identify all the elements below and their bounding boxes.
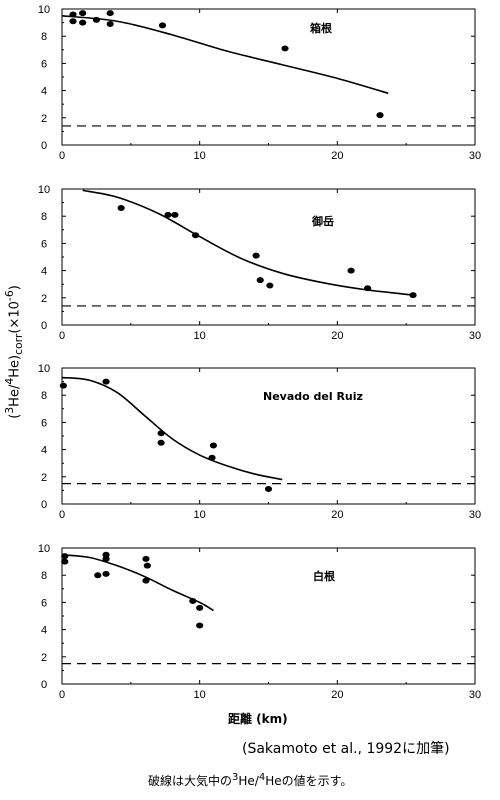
y-tick-label: 0 — [41, 499, 47, 511]
y-tick-label: 4 — [41, 266, 47, 278]
y-tick-label: 4 — [41, 445, 47, 457]
data-point — [79, 19, 87, 26]
x-axis-label: 距離 (km) — [228, 712, 288, 726]
data-point — [164, 211, 172, 218]
data-point — [106, 20, 114, 27]
y-tick-label: 10 — [38, 363, 50, 375]
x-tick-label: 30 — [469, 509, 481, 521]
data-point — [92, 16, 101, 23]
data-point — [347, 267, 355, 274]
data-point — [142, 577, 150, 584]
x-tick-label: 30 — [469, 689, 481, 701]
panel-label: 箱根 — [310, 21, 333, 35]
data-point — [117, 205, 125, 212]
x-tick-label: 0 — [59, 689, 65, 701]
x-tick-label: 10 — [194, 689, 206, 701]
data-point — [252, 252, 260, 259]
y-tick-label: 8 — [41, 211, 47, 223]
data-point — [196, 604, 204, 611]
y-tick-label: 2 — [41, 293, 47, 305]
data-point — [191, 232, 200, 239]
data-point — [143, 562, 151, 569]
x-tick-label: 10 — [194, 150, 206, 162]
plot-frame — [61, 8, 476, 146]
data-point — [79, 10, 87, 17]
data-point — [102, 555, 110, 562]
data-point — [409, 292, 417, 299]
y-tick-label: 6 — [41, 417, 47, 429]
data-point — [209, 442, 218, 449]
y-tick-label: 0 — [41, 679, 47, 691]
y-tick-label: 4 — [41, 625, 47, 637]
data-point — [171, 211, 179, 218]
data-point — [189, 598, 197, 605]
data-point — [69, 11, 77, 18]
data-point — [208, 454, 216, 461]
data-point — [102, 570, 110, 577]
x-tick-label: 30 — [469, 330, 481, 342]
y-tick-label: 8 — [41, 31, 47, 43]
x-tick-label: 10 — [194, 509, 206, 521]
x-tick-label: 30 — [469, 150, 481, 162]
data-point — [196, 622, 204, 629]
y-tick-label: 8 — [41, 390, 47, 402]
data-point — [59, 382, 67, 389]
y-tick-label: 0 — [41, 140, 47, 152]
data-point — [158, 22, 167, 29]
x-tick-label: 20 — [331, 150, 343, 162]
panel-label: 白根 — [313, 569, 336, 583]
data-point — [157, 430, 165, 437]
x-tick-label: 0 — [59, 509, 65, 521]
y-tick-label: 10 — [38, 4, 50, 16]
data-point — [266, 282, 274, 289]
y-tick-label: 6 — [41, 238, 47, 250]
fit-curve — [82, 189, 414, 296]
fit-curve — [61, 15, 389, 95]
source-credit: (Sakamoto et al., 1992に加筆) — [242, 741, 450, 757]
data-point — [256, 277, 264, 284]
figure-caption: 破線は大気中の3He/4Heの値を示す。 — [148, 772, 353, 788]
data-point — [102, 378, 110, 385]
panel-label: Nevado del Ruiz — [263, 390, 363, 403]
y-tick-label: 2 — [41, 113, 47, 125]
data-point — [106, 10, 114, 17]
data-point — [142, 555, 150, 562]
y-tick-label: 10 — [38, 543, 50, 555]
x-tick-label: 0 — [59, 150, 65, 162]
data-point — [61, 558, 69, 565]
x-tick-label: 20 — [331, 689, 343, 701]
x-tick-label: 20 — [331, 509, 343, 521]
y-tick-label: 6 — [41, 58, 47, 70]
x-tick-label: 10 — [194, 330, 206, 342]
data-point — [264, 486, 273, 493]
y-tick-label: 6 — [41, 597, 47, 609]
y-tick-label: 8 — [41, 570, 47, 582]
data-point — [61, 553, 69, 560]
fit-curve — [61, 376, 283, 481]
y-tick-label: 0 — [41, 320, 47, 332]
y-tick-label: 10 — [38, 184, 50, 196]
x-tick-label: 20 — [331, 330, 343, 342]
fit-curve — [61, 554, 214, 612]
data-point — [281, 45, 289, 52]
data-point — [94, 572, 102, 579]
y-tick-label: 2 — [41, 472, 47, 484]
data-point — [376, 112, 384, 119]
y-tick-label: 4 — [41, 86, 47, 98]
data-point — [69, 18, 77, 25]
data-point — [157, 439, 165, 446]
data-point — [364, 285, 372, 292]
panel-label: 御岳 — [311, 214, 334, 228]
x-tick-label: 0 — [59, 330, 65, 342]
y-tick-label: 2 — [41, 652, 47, 664]
